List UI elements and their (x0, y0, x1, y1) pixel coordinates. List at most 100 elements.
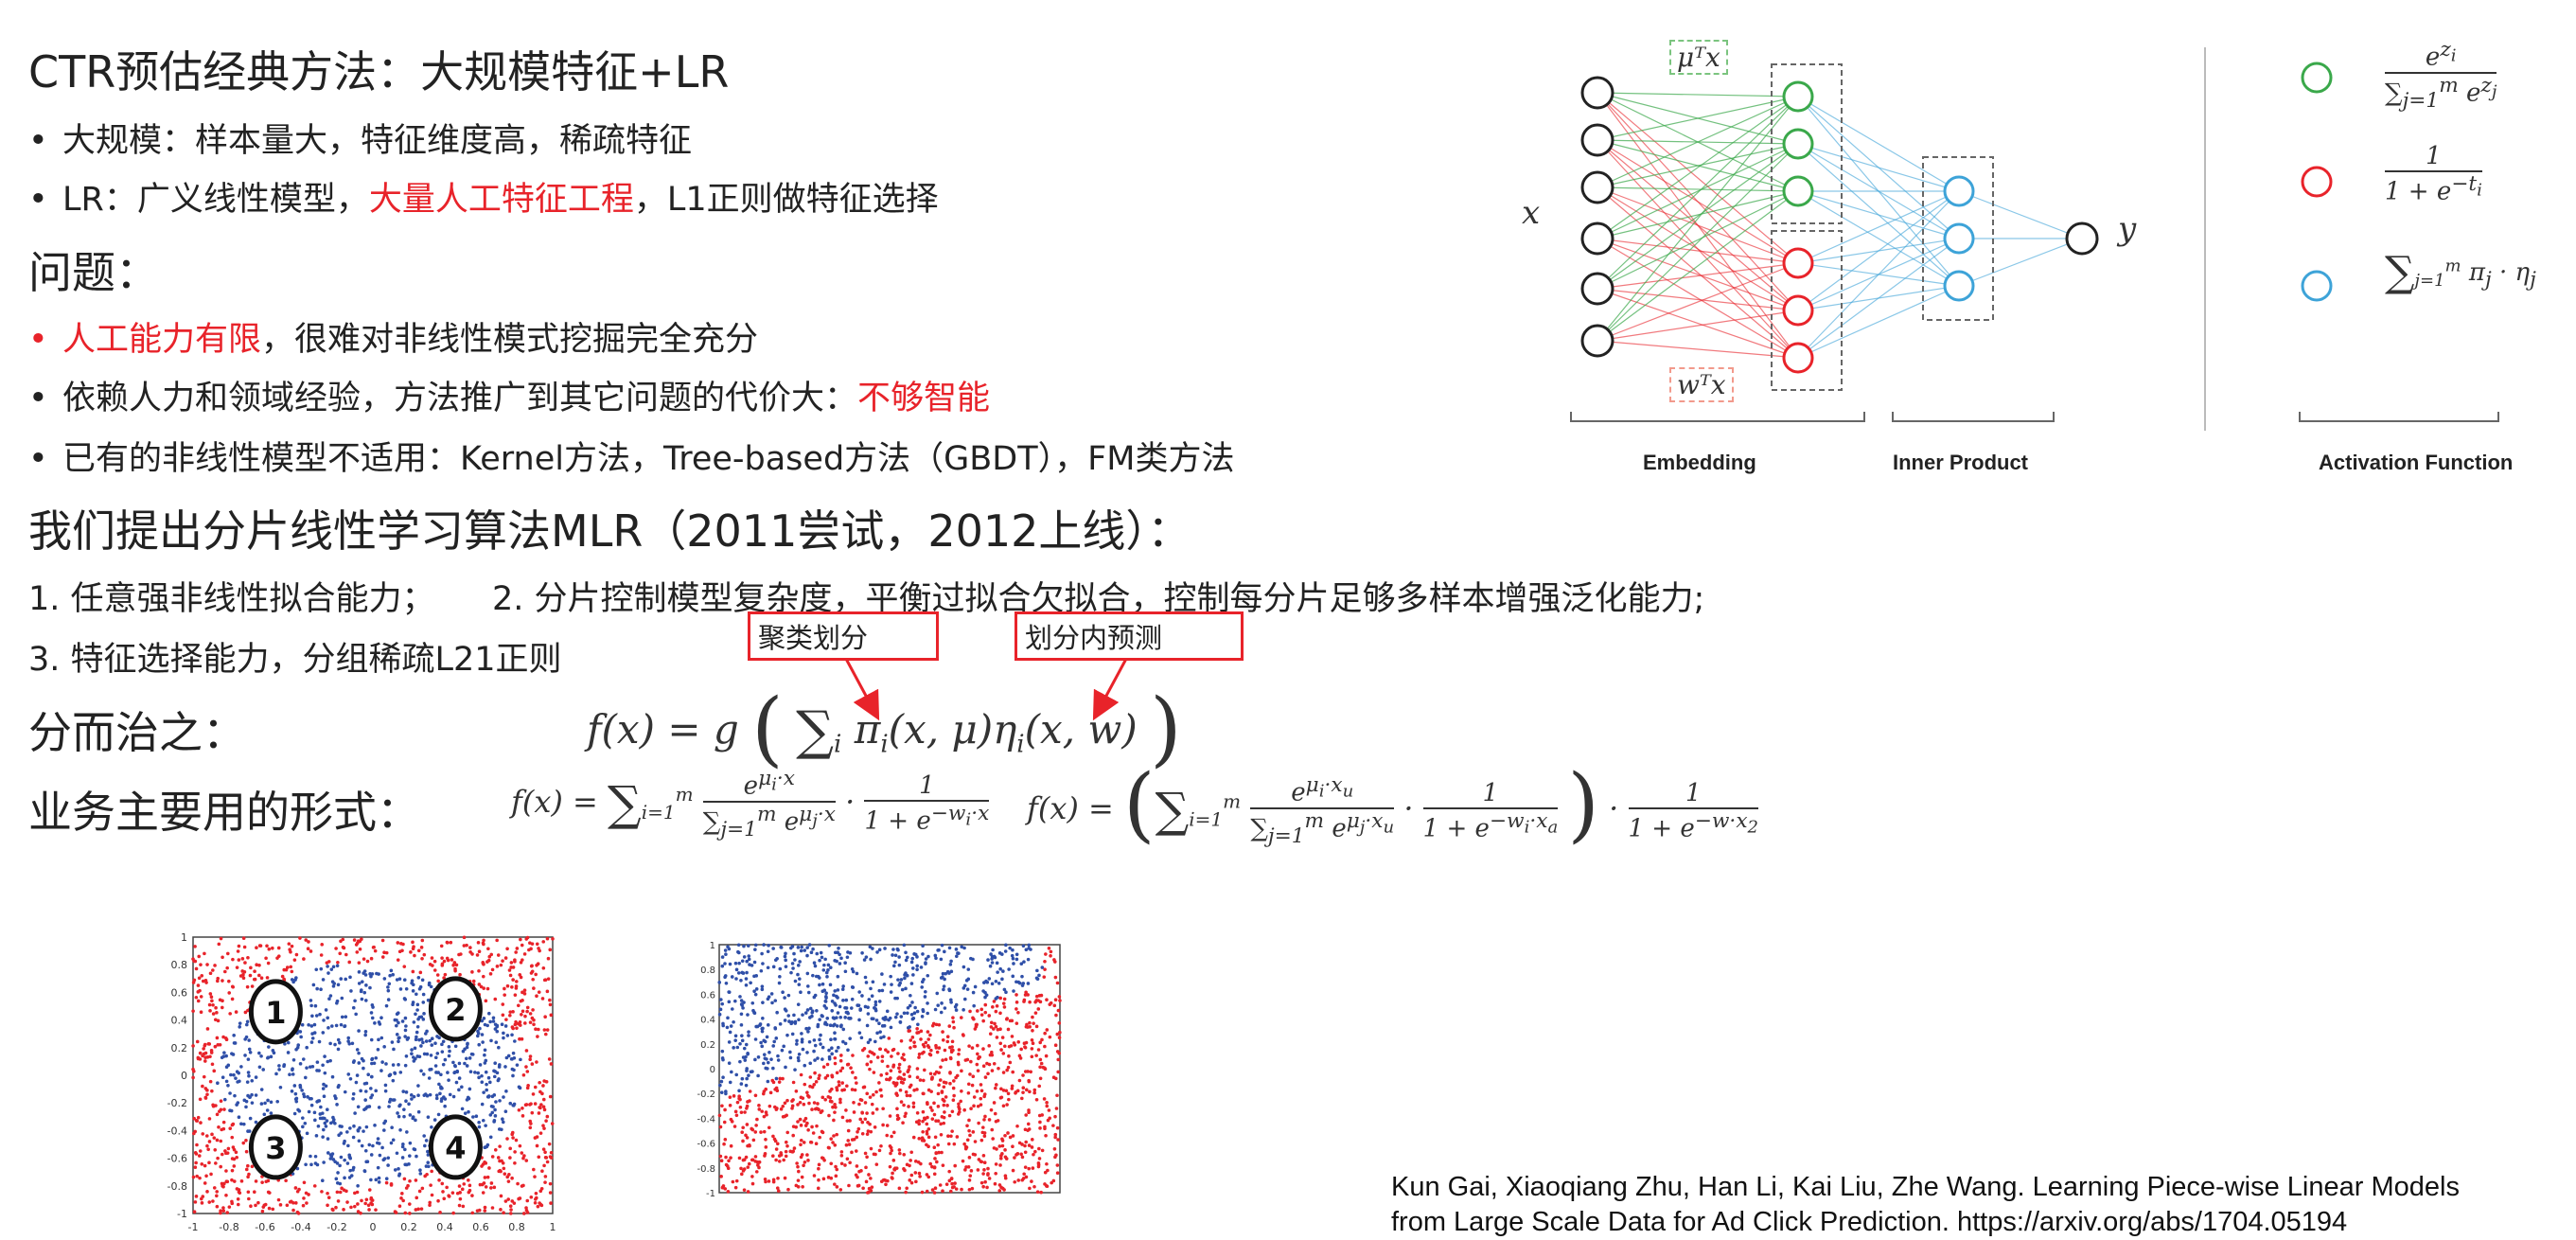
scatter-point (794, 1125, 798, 1129)
scatter-point (926, 1175, 931, 1179)
scatter-point (291, 1200, 295, 1205)
scatter-point (435, 1035, 439, 1038)
scatter-point (839, 956, 843, 961)
edge-input-w (1597, 288, 1799, 311)
scatter-point (890, 1054, 893, 1058)
scatter-point (820, 1045, 825, 1050)
region-marker (428, 1114, 483, 1180)
scatter-point (384, 1062, 388, 1066)
scatter-point (825, 975, 829, 979)
y-tick-label: -0.8 (168, 1180, 187, 1193)
scatter-point (351, 1091, 356, 1096)
scatter-point (336, 961, 340, 965)
scatter-point (259, 1102, 264, 1106)
scatter-point (844, 1108, 848, 1112)
region-marker-label: 3 (265, 1130, 286, 1166)
scatter-point (1036, 1007, 1041, 1011)
scatter-point (889, 1069, 893, 1072)
scatter-point (885, 1124, 890, 1127)
scatter-point (771, 1066, 775, 1071)
scatter-point (856, 1130, 859, 1134)
scatter-point (1038, 1126, 1042, 1130)
scatter-point (335, 1103, 339, 1107)
scatter-point (845, 955, 850, 960)
scatter-point (940, 1090, 944, 1094)
scatter-point (882, 1035, 886, 1039)
scatter-point (1032, 1184, 1036, 1189)
scatter-point (203, 1096, 208, 1100)
scatter-point (247, 1129, 252, 1133)
scatter-point (246, 955, 250, 960)
scatter-point (936, 1091, 941, 1096)
scatter-point (488, 1113, 493, 1117)
scatter-point (816, 1102, 820, 1106)
scatter-point (1008, 1135, 1013, 1140)
scatter-point (349, 1174, 354, 1178)
scatter-point (944, 1095, 948, 1099)
scatter-point (867, 1186, 872, 1191)
scatter-point (379, 1016, 383, 1020)
scatter-point (224, 1193, 228, 1197)
scatter-point (798, 1117, 803, 1122)
region-marker-label: 1 (265, 995, 286, 1031)
scatter-point (374, 1055, 379, 1060)
scatter-point (811, 973, 815, 978)
scatter-point (891, 1063, 896, 1068)
scatter-point (336, 1171, 340, 1175)
scatter-point (530, 964, 534, 968)
scatter-point (506, 1197, 510, 1201)
scatter-point (942, 1080, 946, 1085)
scatter-point (522, 1154, 526, 1158)
edge-input-mu (1597, 143, 1799, 342)
scatter-point (730, 1007, 734, 1011)
scatter-point (717, 1113, 722, 1118)
scatter-point (316, 1124, 321, 1128)
scatter-point (395, 1033, 399, 1036)
scatter-point (277, 1068, 281, 1072)
scatter-point (912, 1011, 917, 1016)
scatter-point (740, 1172, 744, 1177)
scatter-point (925, 1132, 929, 1136)
scatter-point (829, 1137, 833, 1141)
scatter-point (230, 997, 235, 1001)
scatter-point (403, 1211, 408, 1215)
scatter-point (367, 1143, 372, 1147)
scatter-point (238, 1021, 242, 1025)
scatter-point (917, 1122, 921, 1126)
scatter-point (942, 1121, 946, 1125)
scatter-point (488, 1080, 492, 1085)
scatter-point (537, 990, 541, 994)
scatter-point (462, 1182, 467, 1186)
scatter-point (905, 1162, 909, 1167)
scatter-point (422, 1134, 426, 1138)
scatter-point (808, 1140, 813, 1144)
scatter-point (513, 1150, 517, 1154)
scatter-point (290, 969, 294, 974)
mu-group-box (1771, 63, 1843, 224)
scatter-point (779, 945, 783, 949)
scatter-point (857, 1018, 861, 1022)
scatter-point (899, 978, 904, 982)
y-tick-label: 0.8 (700, 965, 715, 976)
scatter-point (1015, 1153, 1018, 1157)
scatter-point (907, 1105, 910, 1108)
scatter-point (1012, 962, 1015, 965)
scatter-point (443, 972, 448, 977)
scatter-point (968, 1009, 972, 1014)
scatter-point (936, 1143, 940, 1147)
scatter-point (979, 1103, 983, 1107)
scatter-point (799, 1143, 803, 1147)
scatter-point (354, 1012, 358, 1017)
scatter-point (878, 1088, 883, 1092)
scatter-point (779, 1153, 784, 1157)
scatter-point (753, 1155, 758, 1159)
scatter-point (937, 1022, 942, 1027)
scatter-point (930, 1108, 934, 1112)
scatter-point (221, 1209, 226, 1213)
scatter-point (920, 1190, 925, 1195)
scatter-point (537, 1027, 540, 1032)
scatter-point (920, 985, 924, 989)
scatter-point (397, 1114, 401, 1119)
scatter-point (1004, 943, 1008, 948)
scatter-point (309, 1154, 312, 1159)
